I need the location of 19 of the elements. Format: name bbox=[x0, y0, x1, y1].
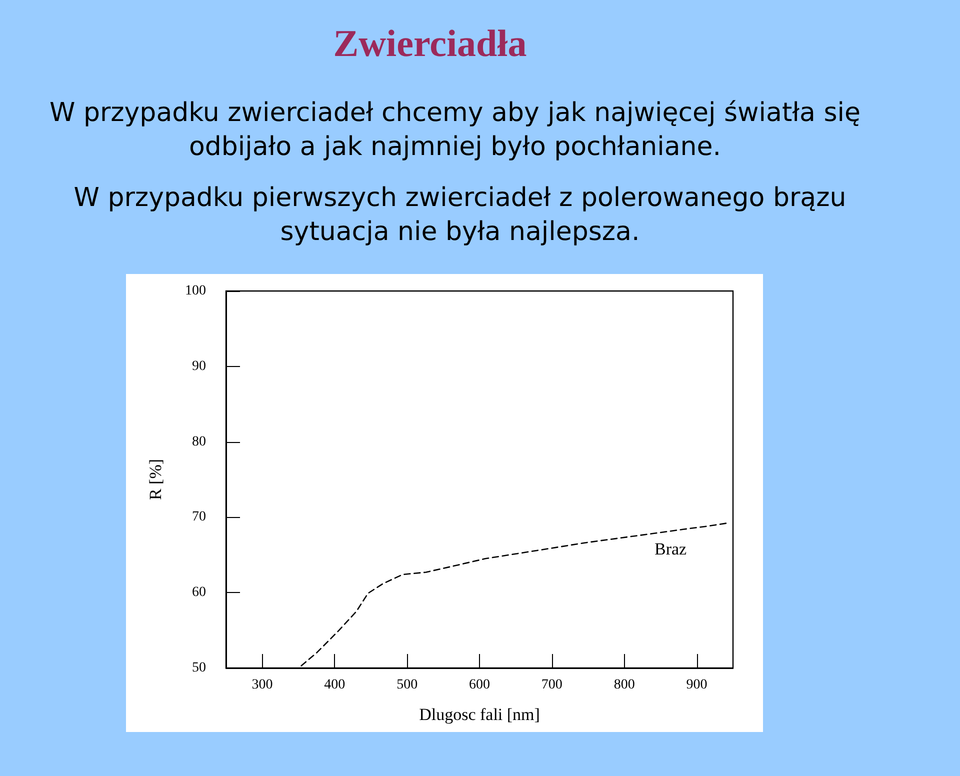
y-axis-title: R [%] bbox=[146, 458, 165, 500]
x-axis-title: Dlugosc fali [nm] bbox=[419, 705, 540, 724]
chart-subtitle: W przypadku zwierciadeł chcemy aby jak najwięcej światła się odbijało a jak najmniej było pochłaniane. bbox=[48, 97, 862, 164]
x-tick-label: 300 bbox=[252, 678, 273, 692]
y-tick-label: 80 bbox=[192, 434, 206, 450]
y-tick-label: 50 bbox=[192, 660, 206, 676]
x-tick-label: 600 bbox=[469, 678, 490, 692]
text: W przypadku pierwszych zwierciadeł z polerowanego brązu sytuacja nie była najlepsza. bbox=[72, 182, 848, 249]
chart-title: Zwierciadła bbox=[332, 22, 528, 66]
y-tick-label: 60 bbox=[192, 585, 206, 600]
x-tick-label: 900 bbox=[686, 678, 708, 692]
x-tick-label: 800 bbox=[614, 678, 635, 692]
y-tick-label: 100 bbox=[185, 284, 206, 298]
y-tick-label: 90 bbox=[192, 358, 206, 374]
y-tick-label: 70 bbox=[192, 510, 206, 525]
x-tick-label: 400 bbox=[324, 678, 346, 692]
x-tick-label: 700 bbox=[541, 678, 562, 692]
x-tick-label: 500 bbox=[396, 678, 418, 692]
series-label: Braz bbox=[654, 540, 688, 559]
